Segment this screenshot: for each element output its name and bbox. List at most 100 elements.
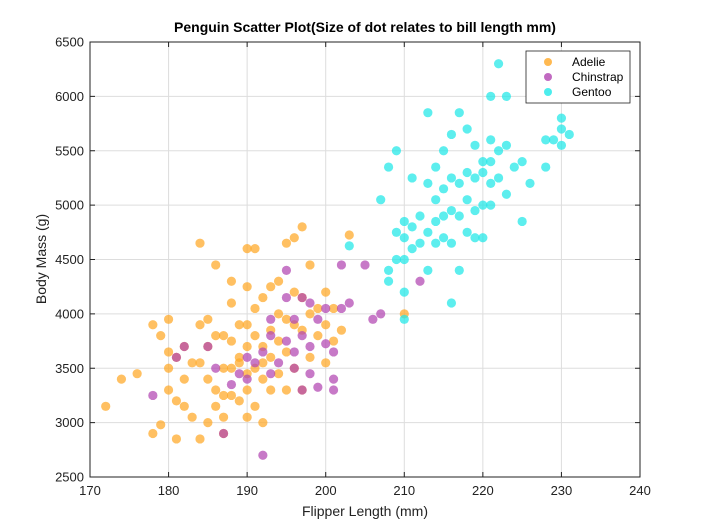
point-gentoo — [486, 157, 496, 167]
point-chinstrap — [234, 369, 244, 379]
point-adelie — [218, 390, 229, 401]
point-gentoo — [431, 238, 441, 248]
point-chinstrap — [258, 347, 268, 357]
point-chinstrap — [297, 292, 307, 303]
point-gentoo — [548, 135, 559, 145]
point-gentoo — [462, 167, 472, 178]
point-gentoo — [462, 124, 472, 134]
y-tick-label: 3000 — [55, 415, 84, 430]
point-adelie — [211, 385, 221, 395]
point-chinstrap — [148, 390, 158, 401]
point-gentoo — [399, 216, 409, 227]
point-adelie — [305, 309, 315, 319]
point-adelie — [187, 412, 197, 422]
point-gentoo — [446, 298, 457, 308]
point-adelie — [289, 287, 299, 297]
point-gentoo — [525, 178, 535, 188]
point-gentoo — [470, 173, 480, 183]
point-chinstrap — [313, 314, 323, 324]
point-gentoo — [438, 233, 449, 243]
point-gentoo — [446, 238, 457, 248]
point-gentoo — [478, 200, 488, 210]
point-adelie — [266, 385, 276, 395]
y-tick-label: 2500 — [55, 470, 84, 485]
point-adelie — [281, 238, 292, 248]
point-gentoo — [391, 254, 402, 265]
point-adelie — [203, 418, 213, 428]
point-gentoo — [383, 162, 394, 172]
legend-marker-chinstrap — [544, 73, 552, 81]
point-chinstrap — [313, 382, 323, 392]
point-gentoo — [470, 205, 480, 216]
point-adelie — [266, 282, 276, 292]
point-adelie — [242, 412, 252, 422]
x-tick-label: 240 — [629, 483, 651, 498]
point-chinstrap — [328, 374, 339, 384]
point-adelie — [132, 369, 142, 379]
point-adelie — [313, 303, 323, 314]
point-chinstrap — [321, 339, 331, 349]
point-chinstrap — [203, 341, 213, 352]
point-adelie — [226, 336, 237, 346]
point-chinstrap — [258, 450, 268, 460]
point-chinstrap — [273, 358, 284, 368]
point-gentoo — [438, 184, 449, 194]
point-chinstrap — [171, 352, 182, 362]
point-gentoo — [399, 233, 409, 243]
point-gentoo — [399, 314, 409, 324]
point-adelie — [171, 434, 182, 444]
point-gentoo — [391, 227, 402, 237]
point-gentoo — [415, 238, 425, 248]
point-chinstrap — [211, 363, 221, 373]
point-gentoo — [407, 222, 417, 232]
point-gentoo — [423, 227, 433, 237]
point-gentoo — [431, 216, 441, 227]
point-gentoo — [454, 178, 464, 188]
point-gentoo — [446, 173, 457, 183]
point-adelie — [156, 420, 166, 430]
point-adelie — [234, 320, 244, 330]
point-gentoo — [438, 211, 449, 221]
point-adelie — [226, 390, 237, 401]
point-chinstrap — [305, 298, 315, 308]
point-gentoo — [564, 129, 574, 140]
point-adelie — [289, 233, 299, 243]
point-gentoo — [399, 287, 409, 297]
point-adelie — [211, 260, 221, 270]
point-gentoo — [501, 140, 512, 150]
legend-label-chinstrap: Chinstrap — [572, 70, 624, 84]
point-adelie — [211, 401, 221, 411]
point-adelie — [250, 303, 260, 314]
point-chinstrap — [226, 379, 237, 390]
point-chinstrap — [415, 276, 425, 286]
point-gentoo — [486, 200, 496, 210]
point-chinstrap — [297, 385, 307, 395]
point-chinstrap — [218, 428, 229, 439]
axis-ticks: 170 180 190 200 210 220 230 240 2500 3000 3500 4000… — [55, 35, 651, 499]
point-chinstrap — [242, 374, 252, 384]
y-tick-label: 3500 — [55, 361, 84, 376]
point-adelie — [218, 412, 229, 422]
point-adelie — [203, 314, 213, 324]
point-gentoo — [431, 195, 441, 205]
legend-label-adelie: Adelie — [572, 55, 606, 69]
point-adelie — [242, 282, 252, 292]
y-tick-label: 5000 — [55, 198, 84, 213]
point-adelie — [195, 238, 205, 248]
point-gentoo — [493, 146, 504, 156]
point-chinstrap — [336, 260, 347, 270]
point-adelie — [218, 363, 229, 373]
y-tick-label: 4000 — [55, 306, 84, 321]
point-gentoo — [501, 189, 512, 199]
point-chinstrap — [281, 292, 292, 303]
point-adelie — [234, 396, 244, 406]
point-adelie — [273, 309, 284, 319]
point-adelie — [116, 374, 127, 384]
point-chinstrap — [266, 331, 276, 341]
point-adelie — [242, 385, 252, 395]
point-chinstrap — [376, 309, 386, 319]
point-adelie — [163, 314, 174, 324]
point-adelie — [281, 385, 292, 395]
point-gentoo — [486, 178, 496, 188]
